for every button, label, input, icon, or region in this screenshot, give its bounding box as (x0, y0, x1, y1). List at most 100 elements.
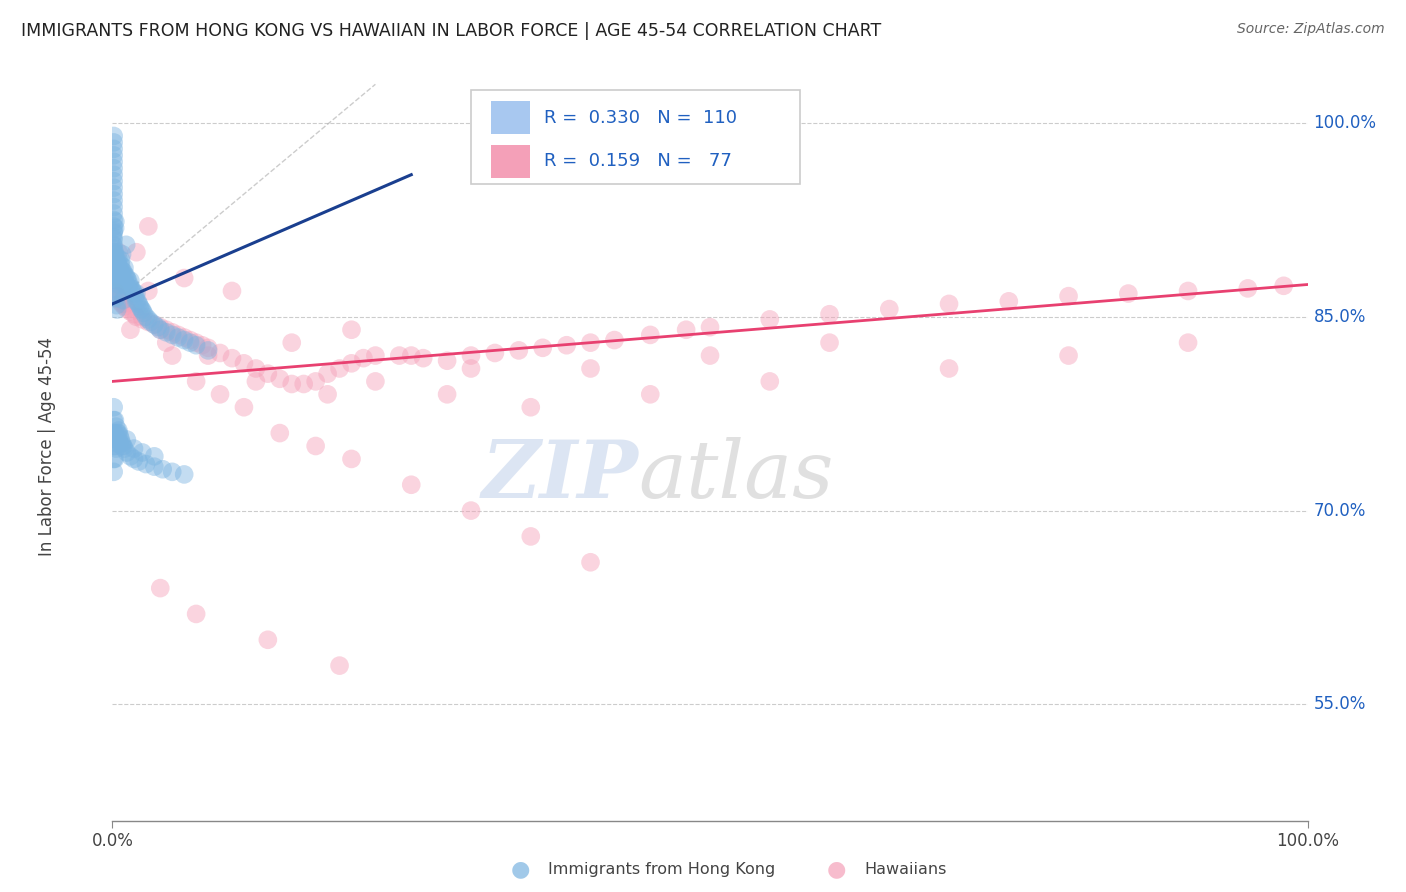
Point (103, 187, 125, 202)
Point (103, 426, 125, 441)
Point (103, 252, 125, 266)
Point (640, 327, 662, 342)
Point (103, 128, 125, 143)
Point (281, 376, 304, 391)
Point (221, 351, 243, 366)
Point (197, 341, 219, 355)
Point (131, 445, 153, 459)
Point (135, 310, 157, 324)
Point (120, 450, 142, 464)
Point (152, 462, 174, 476)
Point (1118, 286, 1140, 301)
Point (364, 375, 387, 389)
Point (114, 442, 135, 456)
Point (103, 401, 125, 415)
Point (484, 346, 506, 360)
Point (114, 297, 135, 311)
Point (352, 351, 374, 366)
Point (129, 300, 152, 314)
Text: R =  0.159   N =   77: R = 0.159 N = 77 (544, 152, 731, 170)
Point (135, 457, 157, 471)
Point (107, 260, 129, 275)
Point (110, 264, 132, 278)
Point (104, 258, 127, 272)
Point (316, 367, 339, 381)
Point (340, 323, 363, 337)
Point (107, 433, 129, 447)
Point (103, 168, 125, 182)
Point (1057, 349, 1080, 363)
Point (401, 477, 423, 491)
Point (120, 304, 142, 318)
Point (105, 260, 128, 275)
Text: 100.0%: 100.0% (1313, 114, 1376, 132)
Text: Hawaiians: Hawaiians (865, 863, 948, 877)
Point (108, 260, 131, 275)
Point (104, 252, 127, 266)
Point (269, 372, 291, 386)
Point (101, 229, 124, 244)
Point (105, 268, 128, 283)
Point (117, 281, 139, 295)
Point (103, 465, 125, 479)
Point (460, 349, 482, 363)
Point (115, 445, 138, 459)
Point (292, 376, 315, 391)
Point (138, 315, 160, 329)
Point (186, 607, 208, 621)
Point (1177, 335, 1199, 350)
Point (167, 330, 190, 344)
Point (111, 439, 134, 453)
Point (316, 387, 339, 401)
Point (103, 290, 125, 304)
Point (122, 307, 145, 321)
Point (104, 272, 127, 286)
Point (105, 256, 128, 270)
Point (138, 219, 160, 234)
Point (531, 341, 554, 355)
Point (103, 142, 125, 156)
Point (105, 274, 128, 288)
Text: 85.0%: 85.0% (1313, 308, 1367, 326)
Point (125, 286, 148, 301)
Point (162, 327, 183, 342)
Point (1272, 278, 1295, 293)
Point (131, 310, 153, 324)
Point (105, 433, 128, 447)
Point (120, 274, 142, 288)
Point (104, 261, 127, 276)
Point (107, 277, 129, 292)
Point (107, 292, 129, 306)
Point (436, 353, 458, 368)
Point (103, 226, 125, 240)
Point (131, 303, 153, 318)
Point (105, 426, 128, 441)
Point (104, 266, 127, 280)
Point (127, 294, 149, 309)
Point (105, 286, 128, 301)
Point (520, 401, 543, 415)
Point (105, 252, 128, 266)
Point (131, 312, 153, 326)
Text: 55.0%: 55.0% (1313, 696, 1367, 714)
Point (233, 356, 256, 370)
Point (281, 335, 304, 350)
Point (132, 306, 155, 320)
Point (107, 286, 129, 301)
Point (520, 529, 543, 543)
Point (104, 248, 127, 262)
Point (167, 327, 190, 342)
Point (122, 451, 145, 466)
Point (111, 263, 134, 277)
Point (143, 318, 166, 332)
Point (115, 433, 138, 447)
Point (104, 413, 127, 427)
Point (103, 281, 125, 295)
Point (114, 260, 135, 275)
Point (110, 266, 132, 280)
Point (579, 361, 602, 376)
Point (121, 284, 143, 298)
Point (107, 252, 129, 266)
Point (124, 289, 146, 303)
Point (138, 284, 160, 298)
